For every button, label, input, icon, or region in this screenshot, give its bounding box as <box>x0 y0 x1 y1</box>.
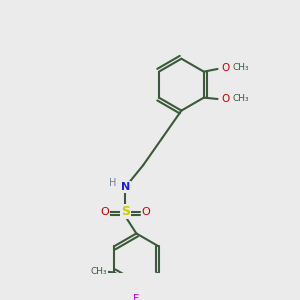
Text: CH₃: CH₃ <box>232 63 249 72</box>
Text: H: H <box>110 178 117 188</box>
Text: O: O <box>142 207 150 217</box>
Text: CH₃: CH₃ <box>232 94 249 103</box>
Text: O: O <box>100 207 109 217</box>
Text: O: O <box>222 63 230 73</box>
Text: F: F <box>133 294 140 300</box>
Text: S: S <box>121 205 130 218</box>
Text: N: N <box>121 182 130 192</box>
Text: O: O <box>222 94 230 104</box>
Text: CH₃: CH₃ <box>91 266 107 275</box>
